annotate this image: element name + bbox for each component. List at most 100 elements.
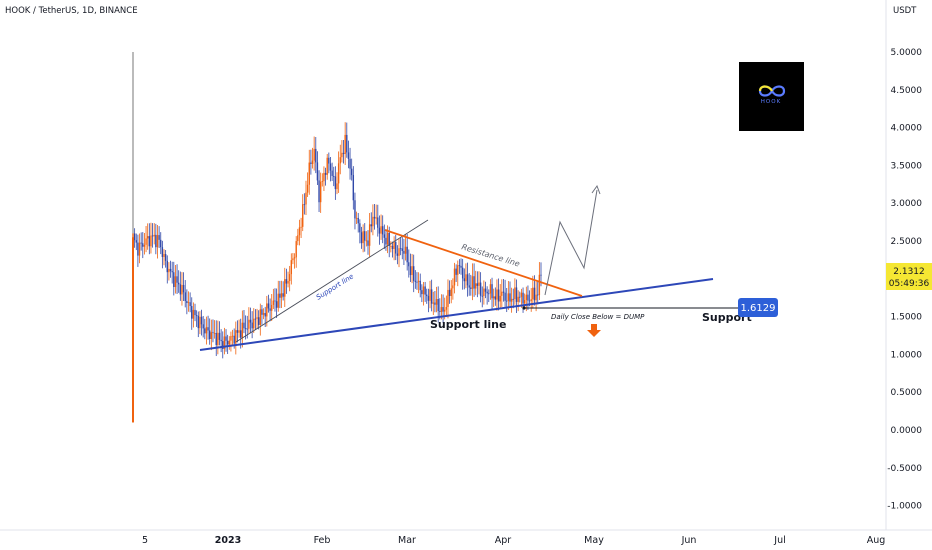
candle-body [471, 276, 474, 289]
candle-body [355, 217, 358, 219]
candle-body [179, 284, 182, 295]
candle-body [386, 232, 389, 245]
candle-body [359, 223, 361, 233]
candle-body [399, 248, 402, 250]
candle-body [284, 279, 286, 297]
candle-body [352, 175, 355, 201]
candle-body [135, 240, 137, 243]
candle-body [306, 184, 309, 193]
candle-body [481, 295, 483, 297]
candle-body [295, 241, 297, 258]
candle-body [439, 311, 441, 312]
candle-body [225, 336, 227, 341]
candle-body [146, 236, 149, 239]
candle-body [161, 247, 164, 257]
candle-body [390, 245, 392, 247]
candle-body [478, 282, 480, 286]
candle-body [520, 292, 523, 297]
candle-body [419, 280, 421, 291]
candle-body [191, 306, 193, 319]
candle-body [497, 289, 500, 302]
candle-body [448, 289, 451, 297]
candle-body [396, 253, 399, 256]
candle-body [164, 254, 167, 261]
candle-body [313, 148, 315, 161]
candle-body [537, 294, 539, 296]
projection-path [544, 189, 598, 296]
candle-body [230, 336, 232, 341]
y-tick-label: 2.5000 [891, 237, 923, 247]
candle-body [251, 322, 253, 329]
candle-body [264, 313, 266, 317]
candle-body [199, 316, 201, 329]
candles [132, 52, 542, 423]
candle-body [305, 192, 307, 205]
candle-body [375, 217, 377, 219]
candle-body [350, 168, 353, 176]
candle-body [502, 291, 505, 293]
candle-body [163, 254, 165, 257]
daily-close-label: Daily Close Below = DUMP [551, 313, 645, 321]
candle-body [380, 226, 382, 234]
candle-body [368, 224, 371, 246]
candle-body [176, 276, 178, 283]
dump-arrow-icon [587, 324, 601, 337]
candle-body [331, 170, 333, 176]
candle-body [285, 279, 288, 284]
candle-body [321, 181, 324, 182]
logo-text: HOOK [761, 99, 781, 105]
candle-body [476, 283, 479, 286]
candle-body [297, 235, 299, 242]
candle-body [155, 234, 157, 248]
candle-body [249, 319, 252, 323]
y-tick-label: 4.0000 [891, 124, 923, 134]
candle-body [290, 260, 293, 275]
candle-body [137, 242, 139, 256]
candle-body [514, 287, 516, 300]
candle-body [218, 332, 221, 340]
x-tick-label: Jul [773, 535, 785, 546]
candle-body [342, 152, 345, 155]
candle-body [156, 235, 159, 248]
candle-body [370, 224, 372, 227]
candle-body [300, 226, 302, 228]
candle-body [181, 284, 183, 295]
x-tick-label: 2023 [215, 535, 241, 546]
candle-body [378, 227, 381, 234]
candle-body [517, 296, 519, 302]
y-tick-label: -0.5000 [887, 464, 922, 474]
candle-body [326, 157, 328, 175]
candle-body [466, 274, 469, 286]
countdown-value: 05:49:36 [889, 279, 930, 289]
support-price-value: 1.6129 [741, 303, 776, 314]
candle-body [303, 204, 306, 206]
candle-body [228, 340, 230, 345]
candle-body [416, 281, 418, 283]
candle-body [212, 332, 214, 334]
candle-body [140, 242, 142, 244]
candle-body [391, 245, 394, 249]
candle-body [308, 162, 310, 185]
candle-body [160, 239, 162, 248]
candle-body [226, 340, 229, 345]
candle-body [133, 233, 136, 241]
candle-body [292, 258, 294, 261]
x-axis: 5 2023 Feb Mar Apr May Jun Jul Aug [142, 535, 885, 546]
projection-arrowhead [591, 184, 601, 195]
candle-body [200, 316, 203, 325]
drawings [199, 184, 738, 351]
candle-body [142, 243, 144, 247]
candle-body [385, 237, 387, 245]
candle-body [492, 296, 495, 299]
candle-body [288, 274, 291, 281]
candle-body [463, 278, 465, 282]
candle-body [460, 265, 462, 268]
candle-body [241, 322, 244, 338]
candle-body [275, 301, 278, 308]
candle-body [261, 309, 263, 315]
candle-body [310, 162, 312, 165]
candle-body [298, 227, 301, 236]
candle-body [504, 292, 506, 301]
candle-body [432, 302, 434, 304]
